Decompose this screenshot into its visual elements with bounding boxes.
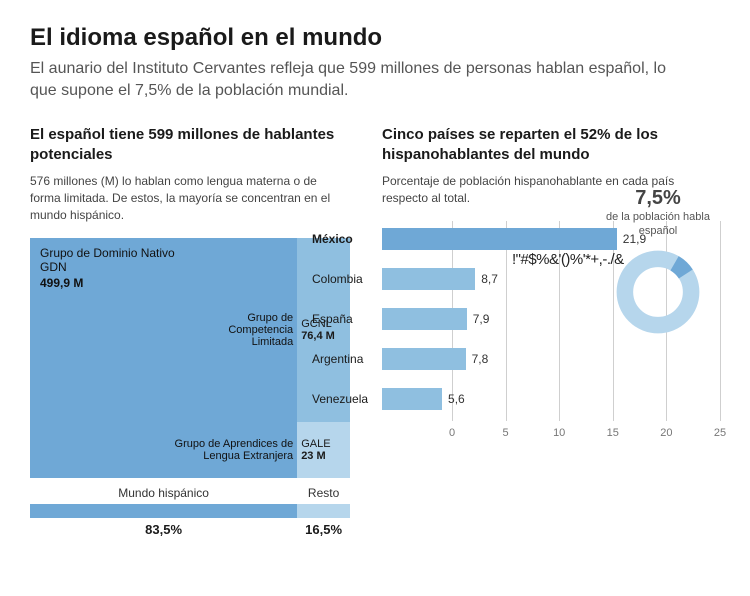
bar-value: 7,8 [472,352,489,366]
right-heading: Cinco países se reparten el 52% de los h… [382,125,720,166]
bar-label: México [312,232,376,246]
bar-label: España [312,312,376,326]
treemap-gale: Grupo de Aprendices de Lengua Extranjera… [297,422,350,477]
bar-rect [382,388,442,410]
bar-value: 7,9 [473,312,490,326]
main-title: El idioma español en el mundo [30,24,720,52]
bar-label: Venezuela [312,392,376,406]
bar-value: 5,6 [448,392,465,406]
bar-rect [382,228,617,250]
columns: El español tiene 599 millones de hablant… [30,125,720,537]
donut-wrap: 7,5% de la población habla español [598,187,718,339]
bar-label: Argentina [312,352,376,366]
base-bar: Mundo hispánico83,5%Resto16,5% [30,484,350,537]
base-segment: Resto16,5% [297,484,350,537]
left-panel: El español tiene 599 millones de hablant… [30,125,350,537]
left-sub: 576 millones (M) lo hablan como lengua m… [30,173,350,223]
bar-xaxis: 0510152025 [452,425,720,443]
bar-label: Colombia [312,272,376,286]
treemap: Grupo de Dominio NativoGDN499,9 MGrupo d… [30,238,350,478]
donut-sub: de la población habla español [598,210,718,239]
bar-row: Argentina7,8 [382,347,720,371]
left-heading: El español tiene 599 millones de hablant… [30,125,350,166]
main-subtitle: El aunario del Instituto Cervantes refle… [30,58,670,103]
donut-title: 7,5% [598,187,718,210]
bar-row: Venezuela5,6 [382,387,720,411]
bar-rect [382,268,475,290]
bar-value: 8,7 [481,272,498,286]
right-panel: Cinco países se reparten el 52% de los h… [382,125,720,537]
base-segment: Mundo hispánico83,5% [30,484,297,537]
donut-chart [612,246,704,338]
bar-rect [382,308,467,330]
bar-rect [382,348,466,370]
